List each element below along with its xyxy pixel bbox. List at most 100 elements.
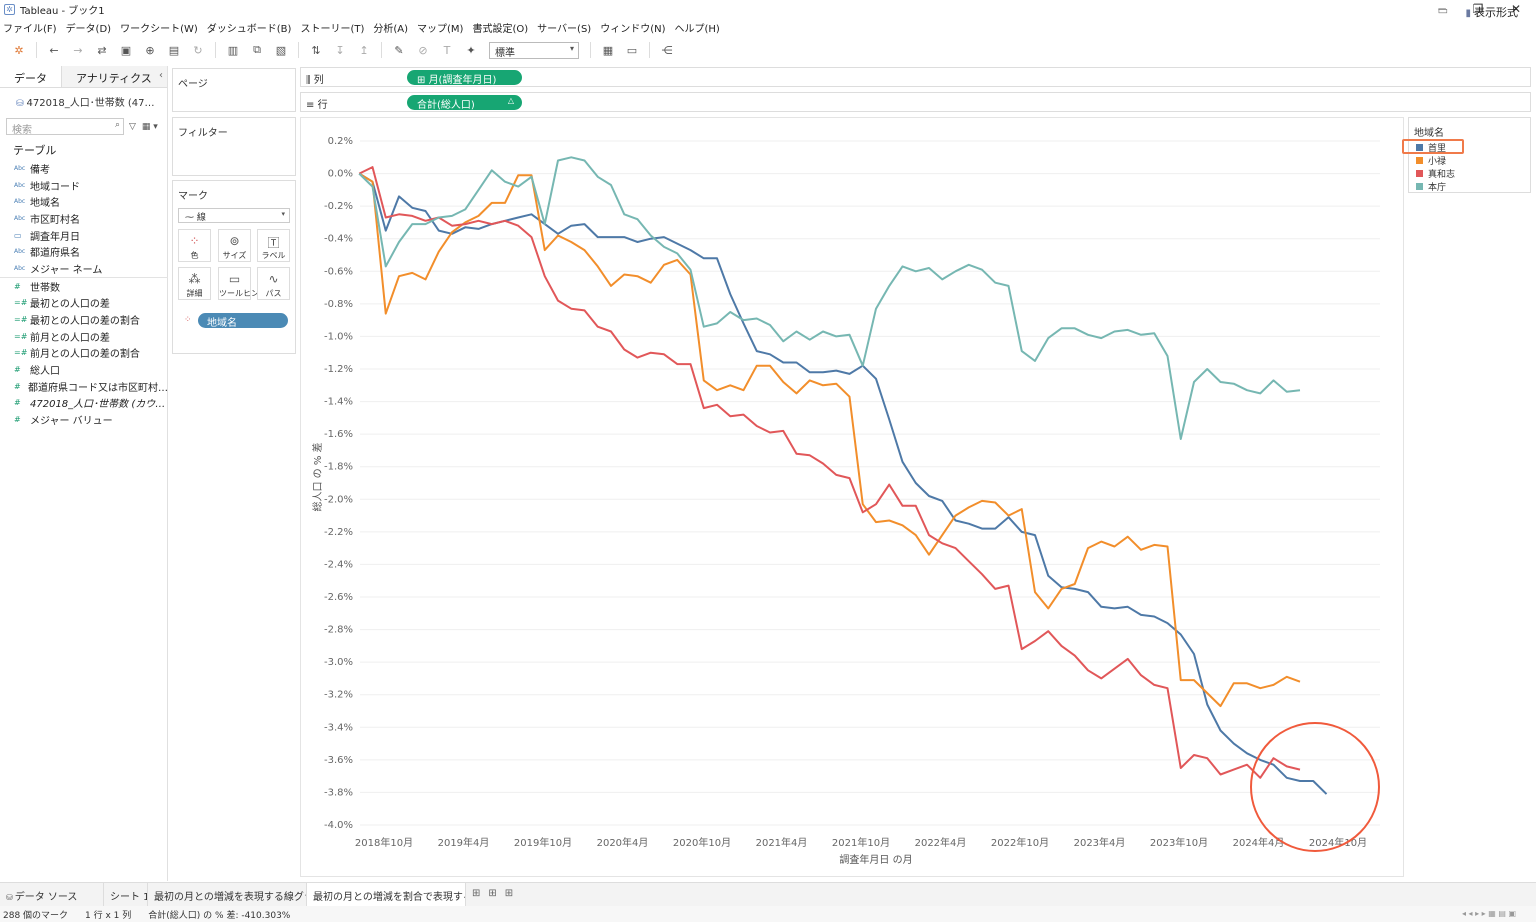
undo-icon[interactable]: ← xyxy=(49,43,59,57)
duplicate-sheet-icon[interactable]: ⧉ xyxy=(253,43,261,56)
save-icon[interactable]: ▣ xyxy=(120,43,132,57)
menu-story[interactable]: ストーリー(T) xyxy=(300,23,365,35)
line-chart[interactable]: 0.2% 0.0% -0.2% -0.4% -0.6% -0.8% -1.0% -1.2% -1… xyxy=(300,117,1404,877)
show-cards-icon[interactable]: ▦ xyxy=(602,43,614,57)
menu-dashboard[interactable]: ダッシュボード(B) xyxy=(206,23,292,35)
columns-shelf[interactable]: ⫼ 列 ⊞ 月(調査年月日) xyxy=(300,67,1531,87)
sort-ascending-icon[interactable]: ↧ xyxy=(335,43,345,57)
pause-update-icon[interactable]: ▤ xyxy=(168,43,180,57)
menu-server[interactable]: サーバー(S) xyxy=(537,23,592,35)
menu-analysis[interactable]: 分析(A) xyxy=(373,23,409,35)
field-measure[interactable]: =# 最初との人口の差 xyxy=(0,295,168,312)
sheet-nav-icons[interactable]: ◂ ◂ ▸ ▸ ▦ ▤ ▣ xyxy=(1462,909,1516,918)
group-icon[interactable]: ⊘ xyxy=(418,43,428,57)
datasource-item[interactable]: ⛁ 472018_人口･世帯数 (47… xyxy=(16,94,167,109)
menu-file[interactable]: ファイル(F) xyxy=(3,23,57,35)
fit-dropdown[interactable]: 標準 ▾ xyxy=(489,41,579,59)
tab-sheet[interactable]: 最初の月との増減を表現する線グラ… xyxy=(148,883,307,906)
color-button[interactable]: ⁘ 色 xyxy=(178,229,211,262)
tooltip-button[interactable]: ▭ ツールヒント xyxy=(218,267,267,300)
swap-icon[interactable]: ⇄ xyxy=(97,43,107,57)
tableau-home-icon[interactable]: ✲ xyxy=(14,43,24,57)
collapse-pane-icon[interactable]: ‹ xyxy=(159,70,163,81)
tab-sheet-active[interactable]: 最初の月との増減を割合で表現する… xyxy=(307,883,466,906)
field-measure[interactable]: # 世帯数 xyxy=(0,278,168,295)
legend-item[interactable]: 本庁 xyxy=(1413,180,1446,193)
swap-rows-columns-icon[interactable]: ⇅ xyxy=(311,43,321,57)
field-dimension[interactable]: Abc 市区町村名 xyxy=(0,210,168,227)
view-options-icon[interactable]: ▦ ▾ xyxy=(141,121,158,132)
field-measure[interactable]: =# 前月との人口の差の割合 xyxy=(0,345,168,362)
menu-worksheet[interactable]: ワークシート(W) xyxy=(120,23,198,35)
series-line[interactable] xyxy=(358,172,1328,795)
new-story-icon[interactable]: ⊞ xyxy=(504,888,514,899)
new-worksheet-icon[interactable]: ▥ xyxy=(227,43,239,57)
field-measure[interactable]: #472018_人口･世帯数 (カウ… xyxy=(0,395,168,412)
view-canvas[interactable] xyxy=(300,117,1404,877)
field-measure[interactable]: # 都道府県コード又は市区町村… xyxy=(0,378,168,395)
show-me-button[interactable]: ▮ 表示形式 xyxy=(1465,4,1518,20)
sort-descending-icon[interactable]: ↥ xyxy=(359,43,369,57)
field-dimension[interactable]: Abc メジャー ネーム xyxy=(0,260,168,277)
series-lines[interactable] xyxy=(358,156,1328,795)
menu-data[interactable]: データ(D) xyxy=(65,23,112,35)
legend-annotation-box xyxy=(1402,139,1464,154)
detail-button[interactable]: ⁂ 詳細 xyxy=(178,267,211,300)
maximize-button[interactable]: ❐ xyxy=(1472,2,1484,16)
rows-shelf[interactable]: ≡ 行 合計(総人口) △ xyxy=(300,92,1531,112)
field-measure[interactable]: =# 最初との人口の差の割合 xyxy=(0,311,168,328)
menu-window[interactable]: ウィンドウ(N) xyxy=(600,23,666,35)
minimize-button[interactable]: − xyxy=(1436,2,1448,16)
path-button[interactable]: ∿ パス xyxy=(257,267,290,300)
legend-item[interactable]: 首里 xyxy=(1413,141,1446,154)
pages-card[interactable]: ページ xyxy=(172,68,296,112)
field-measure[interactable]: # 総人口 xyxy=(0,361,168,378)
color-field-pill[interactable]: 地域名 xyxy=(198,313,288,329)
menu-help[interactable]: ヘルプ(H) xyxy=(674,23,720,35)
legend-item[interactable]: 真和志 xyxy=(1413,167,1455,180)
comment-icon[interactable]: ▭ xyxy=(1437,4,1448,17)
menu-map[interactable]: マップ(M) xyxy=(417,23,464,35)
tab-data[interactable]: データ xyxy=(0,66,62,87)
filters-card[interactable]: フィルター xyxy=(172,117,296,176)
series-line[interactable] xyxy=(358,172,1301,708)
size-button[interactable]: ⊚ サイズ xyxy=(218,229,251,262)
calculated-field-icon: =# xyxy=(14,298,28,308)
presentation-mode-icon[interactable]: ▭ xyxy=(626,43,638,57)
tab-datasource[interactable]: ⛁ データ ソース xyxy=(0,883,104,906)
label-icon[interactable]: T xyxy=(443,43,451,57)
field-dimension[interactable]: Abc 地域コード xyxy=(0,177,168,194)
field-dimension[interactable]: Abc 備考 xyxy=(0,160,168,177)
field-measure[interactable]: # メジャー バリュー xyxy=(0,411,168,428)
tab-analytics[interactable]: アナリティクス xyxy=(62,66,167,87)
close-button[interactable]: ✕ xyxy=(1510,2,1522,16)
field-dimension[interactable]: Abc 地域名 xyxy=(0,193,168,210)
new-worksheet-icon[interactable]: ⊞ xyxy=(472,888,481,899)
new-datasource-icon[interactable]: ⊕ xyxy=(145,43,155,57)
rows-pill[interactable]: 合計(総人口) △ xyxy=(407,95,522,111)
new-dashboard-icon[interactable]: ⊞ xyxy=(488,888,497,899)
tab-sheet[interactable]: シート 1 xyxy=(104,883,148,906)
share-icon[interactable]: ⋲ xyxy=(661,43,673,57)
series-line[interactable] xyxy=(358,166,1301,779)
x-axis-title: 調査年月日 の月 xyxy=(839,853,912,866)
filter-icon[interactable]: ▽ xyxy=(129,121,136,132)
highlight-icon[interactable]: ✎ xyxy=(394,43,404,57)
field-label: 調査年月日 xyxy=(30,231,80,243)
label-button[interactable]: 🅃 ラベル xyxy=(257,229,290,262)
field-label: メジャー ネーム xyxy=(30,264,103,276)
mark-type-dropdown[interactable]: ⁓ 線 ▾ xyxy=(178,208,290,223)
field-dimension[interactable]: Abc 都道府県名 xyxy=(0,243,168,260)
search-input[interactable]: 検索 ⌕ xyxy=(6,118,124,136)
columns-pill[interactable]: ⊞ 月(調査年月日) xyxy=(407,70,522,86)
refresh-icon[interactable]: ↻ xyxy=(193,43,203,57)
menu-format[interactable]: 書式設定(O) xyxy=(472,23,529,35)
redo-icon[interactable]: → xyxy=(73,43,83,57)
legend-item[interactable]: 小禄 xyxy=(1413,154,1446,167)
columns-label-text: 列 xyxy=(313,75,324,86)
clear-sheet-icon[interactable]: ▧ xyxy=(275,43,287,57)
field-dimension[interactable]: ▭ 調査年月日 xyxy=(0,227,168,244)
series-line[interactable] xyxy=(358,156,1301,440)
field-measure[interactable]: =# 前月との人口の差 xyxy=(0,328,168,345)
pin-icon[interactable]: ✦ xyxy=(466,43,476,57)
